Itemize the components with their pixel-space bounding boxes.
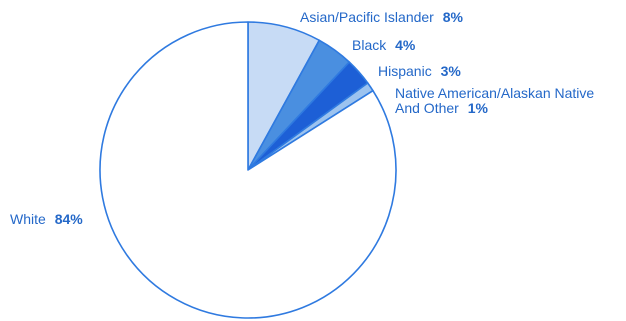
- label-native-american-other: Native American/Alaskan Native: [395, 85, 594, 101]
- label-black: Black 4%: [352, 37, 416, 53]
- label-hispanic-value: 3%: [441, 63, 462, 79]
- pie-slices: [99, 21, 397, 319]
- label-asian-pacific-islander: Asian/Pacific Islander 8%: [300, 9, 464, 25]
- label-asian-pacific-islander-value: 8%: [443, 9, 464, 25]
- label-native-american-other-line2: And Other 1%: [395, 100, 489, 116]
- label-white: White 84%: [10, 211, 83, 227]
- label-black-name: Black: [352, 37, 387, 53]
- label-and-other-name: And Other: [395, 100, 459, 116]
- label-hispanic: Hispanic 3%: [378, 63, 461, 79]
- pie-slice-white: [99, 21, 397, 319]
- label-asian-pacific-islander-name: Asian/Pacific Islander: [300, 9, 434, 25]
- pie-labels: Asian/Pacific Islander 8% Black 4% Hispa…: [10, 9, 594, 227]
- label-black-value: 4%: [395, 37, 416, 53]
- label-hispanic-name: Hispanic: [378, 63, 432, 79]
- label-white-name: White: [10, 211, 46, 227]
- label-white-value: 84%: [55, 211, 84, 227]
- label-native-american-value: 1%: [468, 100, 489, 116]
- label-native-american-name: Native American/Alaskan Native: [395, 85, 594, 101]
